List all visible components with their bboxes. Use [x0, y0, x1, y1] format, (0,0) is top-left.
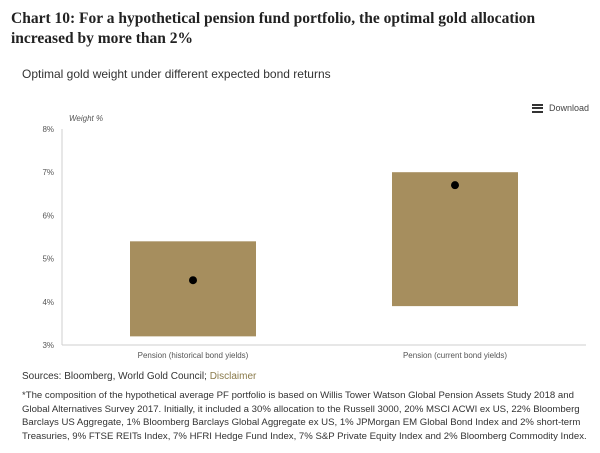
- download-button[interactable]: Download: [532, 103, 589, 113]
- y-tick-label: 7%: [42, 168, 54, 177]
- y-tick-label: 5%: [42, 255, 54, 264]
- range-bar: [130, 241, 256, 337]
- chart-title: Optimal gold weight under different expe…: [22, 67, 331, 81]
- chart-heading: Chart 10: For a hypothetical pension fun…: [11, 10, 536, 47]
- y-tick-label: 4%: [42, 298, 54, 307]
- sources-line: Sources: Bloomberg, World Gold Council; …: [22, 371, 256, 382]
- disclaimer-link[interactable]: Disclaimer: [209, 371, 257, 382]
- y-tick-label: 3%: [42, 341, 54, 350]
- sources-text: Sources: Bloomberg, World Gold Council;: [22, 371, 207, 382]
- y-tick-label: 6%: [42, 211, 54, 220]
- download-label: Download: [549, 103, 590, 113]
- footnote: *The composition of the hypothetical ave…: [22, 390, 587, 443]
- x-category-label: Pension (historical bond yields): [138, 351, 249, 360]
- optimal-point: [189, 276, 197, 285]
- plot-area: 3% 4% 5% 6% 7% 8% Pension (historical bond yie…: [42, 125, 586, 360]
- optimal-point: [451, 181, 459, 190]
- y-tick-label: 8%: [42, 125, 54, 134]
- y-axis-label: Weight %: [69, 114, 103, 123]
- range-bar: [392, 172, 518, 307]
- x-category-label: Pension (current bond yields): [403, 351, 507, 360]
- menu-icon: [532, 103, 543, 113]
